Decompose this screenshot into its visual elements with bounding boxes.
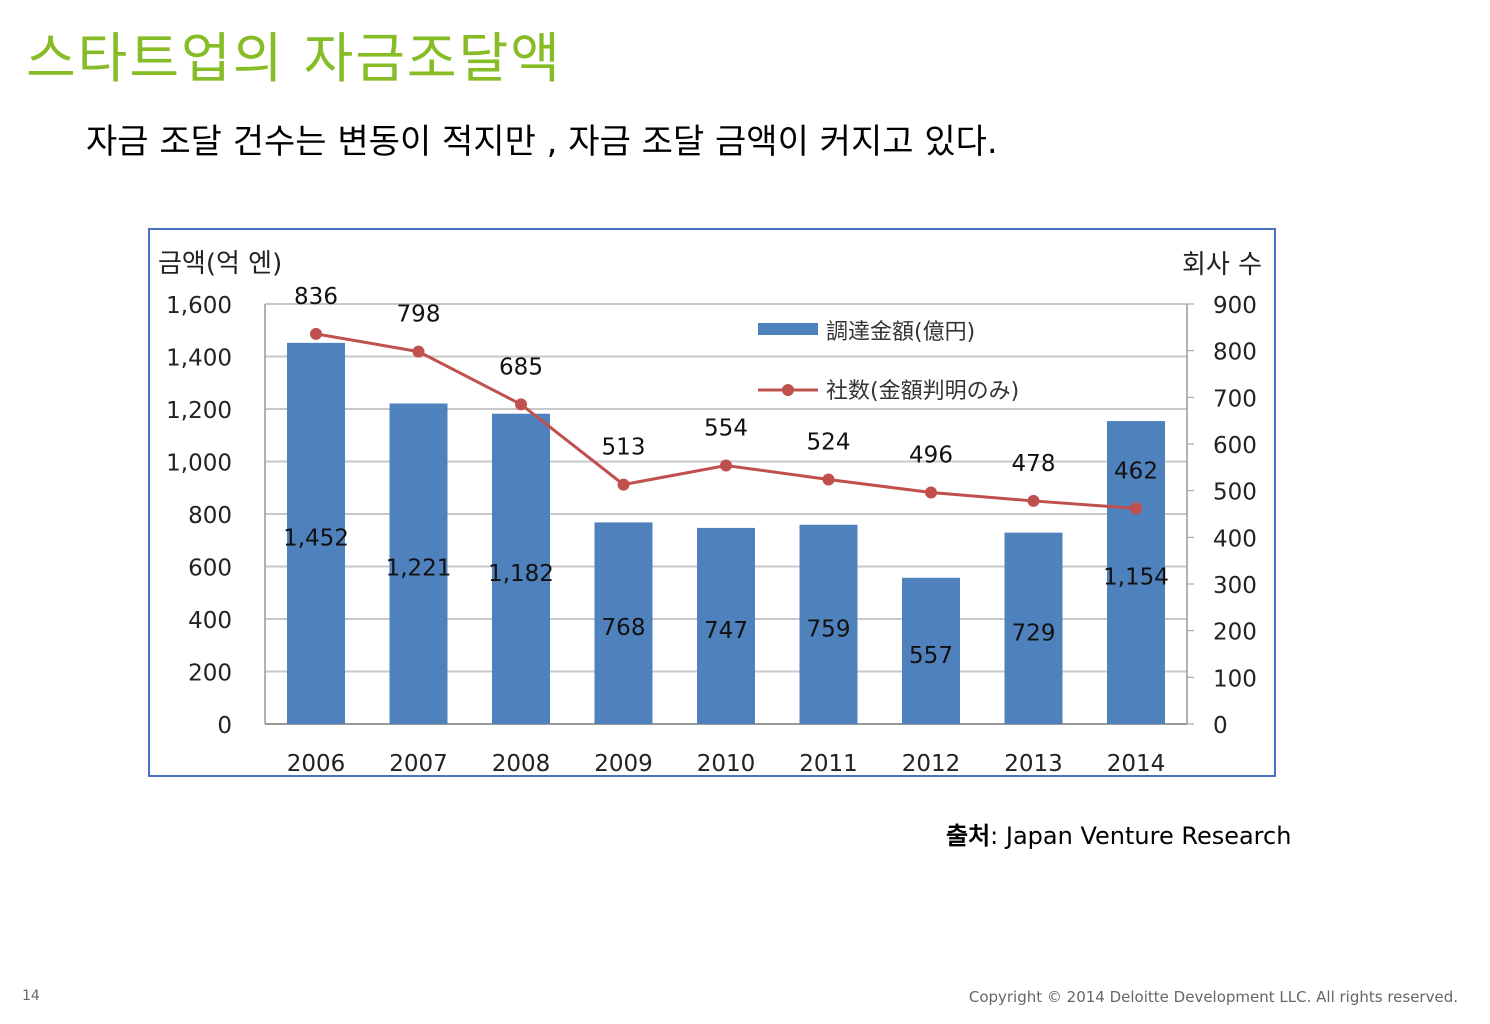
bar-data-label: 557 xyxy=(909,643,953,669)
y-tick-label: 1,000 xyxy=(166,451,232,477)
y-tick-label: 400 xyxy=(188,608,232,634)
y2-tick-label: 300 xyxy=(1213,573,1257,599)
line-data-label: 524 xyxy=(807,429,851,455)
y2-tick-label: 400 xyxy=(1213,526,1257,552)
line-point xyxy=(1130,502,1142,515)
bar-data-label: 1,154 xyxy=(1103,565,1169,591)
bar xyxy=(287,342,345,724)
x-tick-label: 2006 xyxy=(287,751,346,777)
bar xyxy=(389,403,448,724)
line-point xyxy=(617,478,630,491)
x-tick-label: 2008 xyxy=(492,751,551,777)
line-data-label: 798 xyxy=(397,302,441,328)
copyright: Copyright © 2014 Deloitte Development LL… xyxy=(968,988,1458,1006)
legend-bar-label: 調達金額(億円) xyxy=(826,320,975,345)
y2-tick-label: 700 xyxy=(1213,386,1257,412)
bar-data-label: 1,221 xyxy=(386,556,452,582)
bar xyxy=(1004,532,1063,724)
bar-data-label: 1,182 xyxy=(488,561,554,587)
y-tick-label: 0 xyxy=(217,713,232,739)
x-tick-label: 2011 xyxy=(799,751,858,777)
bar xyxy=(492,413,550,724)
line-data-label: 554 xyxy=(704,415,748,441)
y-tick-label: 600 xyxy=(188,556,232,582)
y-tick-label: 1,600 xyxy=(166,293,232,319)
y-tick-label: 800 xyxy=(188,503,232,529)
x-tick-label: 2007 xyxy=(389,751,448,777)
chart-frame xyxy=(148,228,1276,777)
bar-data-label: 759 xyxy=(807,616,851,642)
y-tick-label: 1,200 xyxy=(166,398,232,424)
line-data-label: 836 xyxy=(294,284,338,310)
y2-tick-label: 0 xyxy=(1213,713,1228,739)
legend-line-marker xyxy=(782,384,794,396)
page-title: 스타트업의 자금조달액 xyxy=(26,27,562,90)
legend-bar-swatch xyxy=(758,323,818,335)
bar-data-label: 768 xyxy=(602,615,646,641)
x-tick-label: 2014 xyxy=(1107,751,1166,777)
line-point xyxy=(720,459,732,472)
bar-data-label: 747 xyxy=(704,618,748,644)
line-point xyxy=(925,486,937,499)
y2-tick-label: 200 xyxy=(1213,620,1257,646)
bar-data-label: 729 xyxy=(1012,620,1056,646)
line-data-label: 462 xyxy=(1114,458,1158,484)
bar xyxy=(1107,421,1165,724)
y2-tick-label: 100 xyxy=(1213,666,1257,692)
y2-tick-label: 800 xyxy=(1213,340,1257,366)
line-point xyxy=(412,345,425,358)
y2-tick-label: 900 xyxy=(1213,293,1257,319)
bar xyxy=(697,527,755,724)
y2-tick-label: 600 xyxy=(1213,433,1257,459)
bar xyxy=(902,577,960,724)
bar xyxy=(594,522,653,724)
y-axis-title: 금액(억 엔) xyxy=(158,249,282,279)
line-data-label: 513 xyxy=(602,435,646,461)
x-tick-label: 2012 xyxy=(902,751,961,777)
page-number: 14 xyxy=(22,988,40,1004)
y2-axis-title: 회사 수 xyxy=(1182,250,1262,280)
line-point xyxy=(822,473,835,486)
source-text: : Japan Venture Research xyxy=(990,822,1292,850)
y-tick-label: 1,400 xyxy=(166,346,232,372)
line-data-label: 496 xyxy=(909,443,953,469)
source-label: 출처 xyxy=(946,822,991,850)
source-note: 출처: Japan Venture Research xyxy=(946,816,1291,851)
y-tick-label: 200 xyxy=(188,661,232,687)
page-subtitle: 자금 조달 건수는 변동이 적지만 , 자금 조달 금액이 커지고 있다. xyxy=(86,122,998,162)
line-data-label: 478 xyxy=(1012,451,1056,477)
bar-data-label: 1,452 xyxy=(283,525,349,551)
y2-tick-label: 500 xyxy=(1213,480,1257,506)
line-point xyxy=(515,398,527,411)
line-data-label: 685 xyxy=(499,354,543,380)
legend-line-label: 社数(金額判明のみ) xyxy=(826,379,1019,404)
line-point xyxy=(1027,494,1040,507)
x-tick-label: 2009 xyxy=(594,751,653,777)
x-tick-label: 2010 xyxy=(697,751,756,777)
x-tick-label: 2013 xyxy=(1004,751,1063,777)
line-point xyxy=(310,327,322,340)
bar xyxy=(799,524,858,724)
